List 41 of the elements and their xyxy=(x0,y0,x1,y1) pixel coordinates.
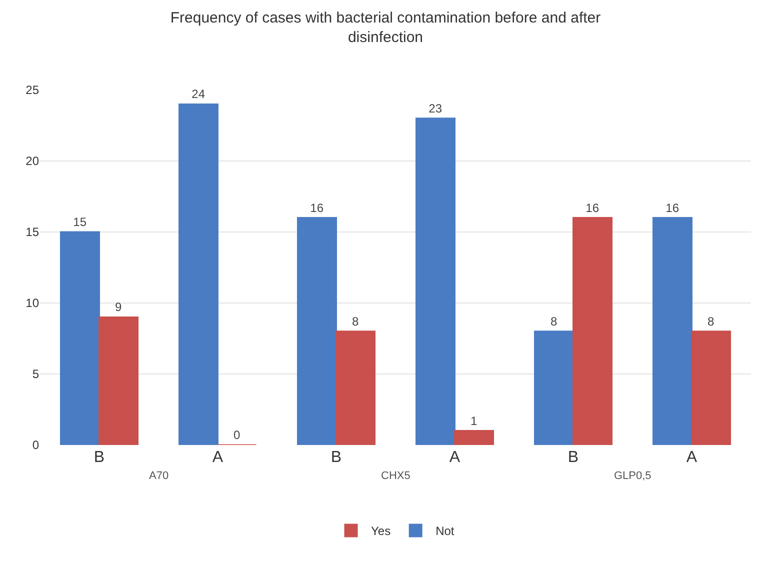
data-label: 24 xyxy=(192,87,206,102)
bar xyxy=(98,316,139,445)
y-tick-label: 5 xyxy=(32,367,40,382)
text: A70 xyxy=(149,470,169,482)
data-label: 0 xyxy=(234,428,241,442)
bar xyxy=(60,231,100,445)
data-label: 8 xyxy=(352,314,360,328)
bar xyxy=(691,330,732,445)
y-tick-label: 25 xyxy=(26,83,40,98)
legend-label: Yes xyxy=(371,524,391,538)
legend-label: Not xyxy=(436,524,455,538)
x-tick-label: A xyxy=(449,449,460,466)
text: CHX5 xyxy=(381,470,410,482)
bar xyxy=(534,330,574,445)
data-label: 16 xyxy=(586,200,600,215)
bar xyxy=(454,430,494,445)
y-tick-label: 0 xyxy=(32,438,40,452)
data-label: 8 xyxy=(708,314,715,328)
x-tick-label: B xyxy=(94,449,105,466)
x-tick-label: B xyxy=(568,449,579,466)
y-tick-label: 15 xyxy=(26,225,40,240)
data-label: 23 xyxy=(428,101,442,116)
y-tick-label: 20 xyxy=(26,154,40,168)
data-label: 9 xyxy=(115,300,122,314)
data-label: 1 xyxy=(470,414,478,428)
y-tick-label: 10 xyxy=(26,296,40,310)
bar xyxy=(652,217,692,445)
chart-title: Frequency of cases with bacterial contamination before and after disinfection xyxy=(170,10,601,46)
data-label: 16 xyxy=(666,200,680,215)
bar xyxy=(415,118,456,445)
bar xyxy=(296,217,337,445)
x-tick-label: A xyxy=(212,449,224,466)
data-label: 8 xyxy=(550,314,558,328)
bar xyxy=(178,103,218,445)
bar xyxy=(336,330,376,445)
x-tick-label: A xyxy=(686,449,698,466)
bar xyxy=(572,217,613,445)
text: GLP0,5 xyxy=(614,470,652,482)
data-label: 16 xyxy=(310,200,324,215)
data-label: 15 xyxy=(73,215,87,229)
x-tick-label: B xyxy=(330,449,342,466)
